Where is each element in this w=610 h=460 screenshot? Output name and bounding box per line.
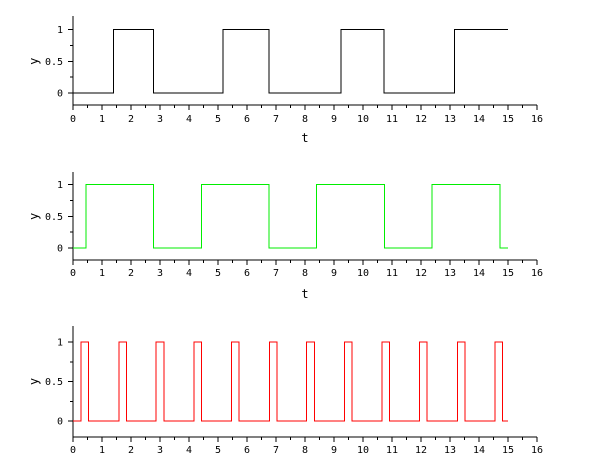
x-axis-label: t [301,131,308,145]
x-tick-label: 1 [99,268,105,279]
x-tick-label: 16 [531,114,543,125]
x-tick-label: 12 [415,268,427,279]
x-tick-label: 1 [99,114,105,125]
red-pulse-train [73,341,508,422]
y-tick-label: 0.5 [45,377,63,388]
y-tick-label: 1 [57,338,63,349]
x-tick-label: 6 [244,114,250,125]
x-tick-label: 8 [302,445,308,456]
x-tick-label: 13 [444,268,456,279]
x-tick-label: 6 [244,445,250,456]
x-tick-label: 3 [157,268,163,279]
y-axis-label: y [27,58,41,65]
x-tick-label: 13 [444,445,456,456]
y-tick-label: 1 [57,180,63,191]
x-tick-label: 9 [331,445,337,456]
x-tick-label: 3 [157,114,163,125]
x-tick-label: 2 [128,114,134,125]
x-tick-label: 1 [99,445,105,456]
y-tick-label: 0 [57,244,63,255]
x-tick-label: 11 [386,445,398,456]
y-tick-label: 0 [57,417,63,428]
y-tick-label: 0.5 [45,212,63,223]
x-tick-label: 10 [357,114,369,125]
x-tick-label: 14 [473,445,485,456]
x-tick-label: 8 [302,114,308,125]
x-tick-label: 7 [273,114,279,125]
x-axis-label: t [301,287,308,301]
x-tick-label: 0 [70,114,76,125]
x-tick-label: 10 [357,268,369,279]
y-axis-label: y [27,378,41,385]
x-tick-label: 8 [302,268,308,279]
x-tick-label: 12 [415,445,427,456]
x-tick-label: 13 [444,114,456,125]
x-tick-label: 5 [215,268,221,279]
x-tick-label: 9 [331,114,337,125]
x-tick-label: 9 [331,268,337,279]
x-tick-label: 10 [357,445,369,456]
x-tick-label: 15 [502,268,514,279]
x-tick-label: 3 [157,445,163,456]
x-tick-label: 0 [70,268,76,279]
x-tick-label: 7 [273,445,279,456]
x-tick-label: 5 [215,114,221,125]
x-tick-label: 14 [473,114,485,125]
x-tick-label: 14 [473,268,485,279]
x-tick-label: 2 [128,268,134,279]
x-tick-label: 4 [186,114,192,125]
x-tick-label: 16 [531,268,543,279]
x-tick-label: 15 [502,114,514,125]
green-square-wave [73,184,508,249]
x-tick-label: 11 [386,268,398,279]
x-tick-label: 4 [186,445,192,456]
y-tick-label: 0 [57,89,63,100]
x-tick-label: 0 [70,445,76,456]
x-tick-label: 15 [502,445,514,456]
x-tick-label: 6 [244,268,250,279]
x-tick-label: 5 [215,445,221,456]
y-tick-label: 1 [57,25,63,36]
x-tick-label: 11 [386,114,398,125]
x-tick-label: 16 [531,445,543,456]
x-tick-label: 7 [273,268,279,279]
y-axis-label: y [27,213,41,220]
x-tick-label: 12 [415,114,427,125]
x-tick-label: 2 [128,445,134,456]
x-tick-label: 4 [186,268,192,279]
y-tick-label: 0.5 [45,57,63,68]
black-square-wave [73,29,508,94]
